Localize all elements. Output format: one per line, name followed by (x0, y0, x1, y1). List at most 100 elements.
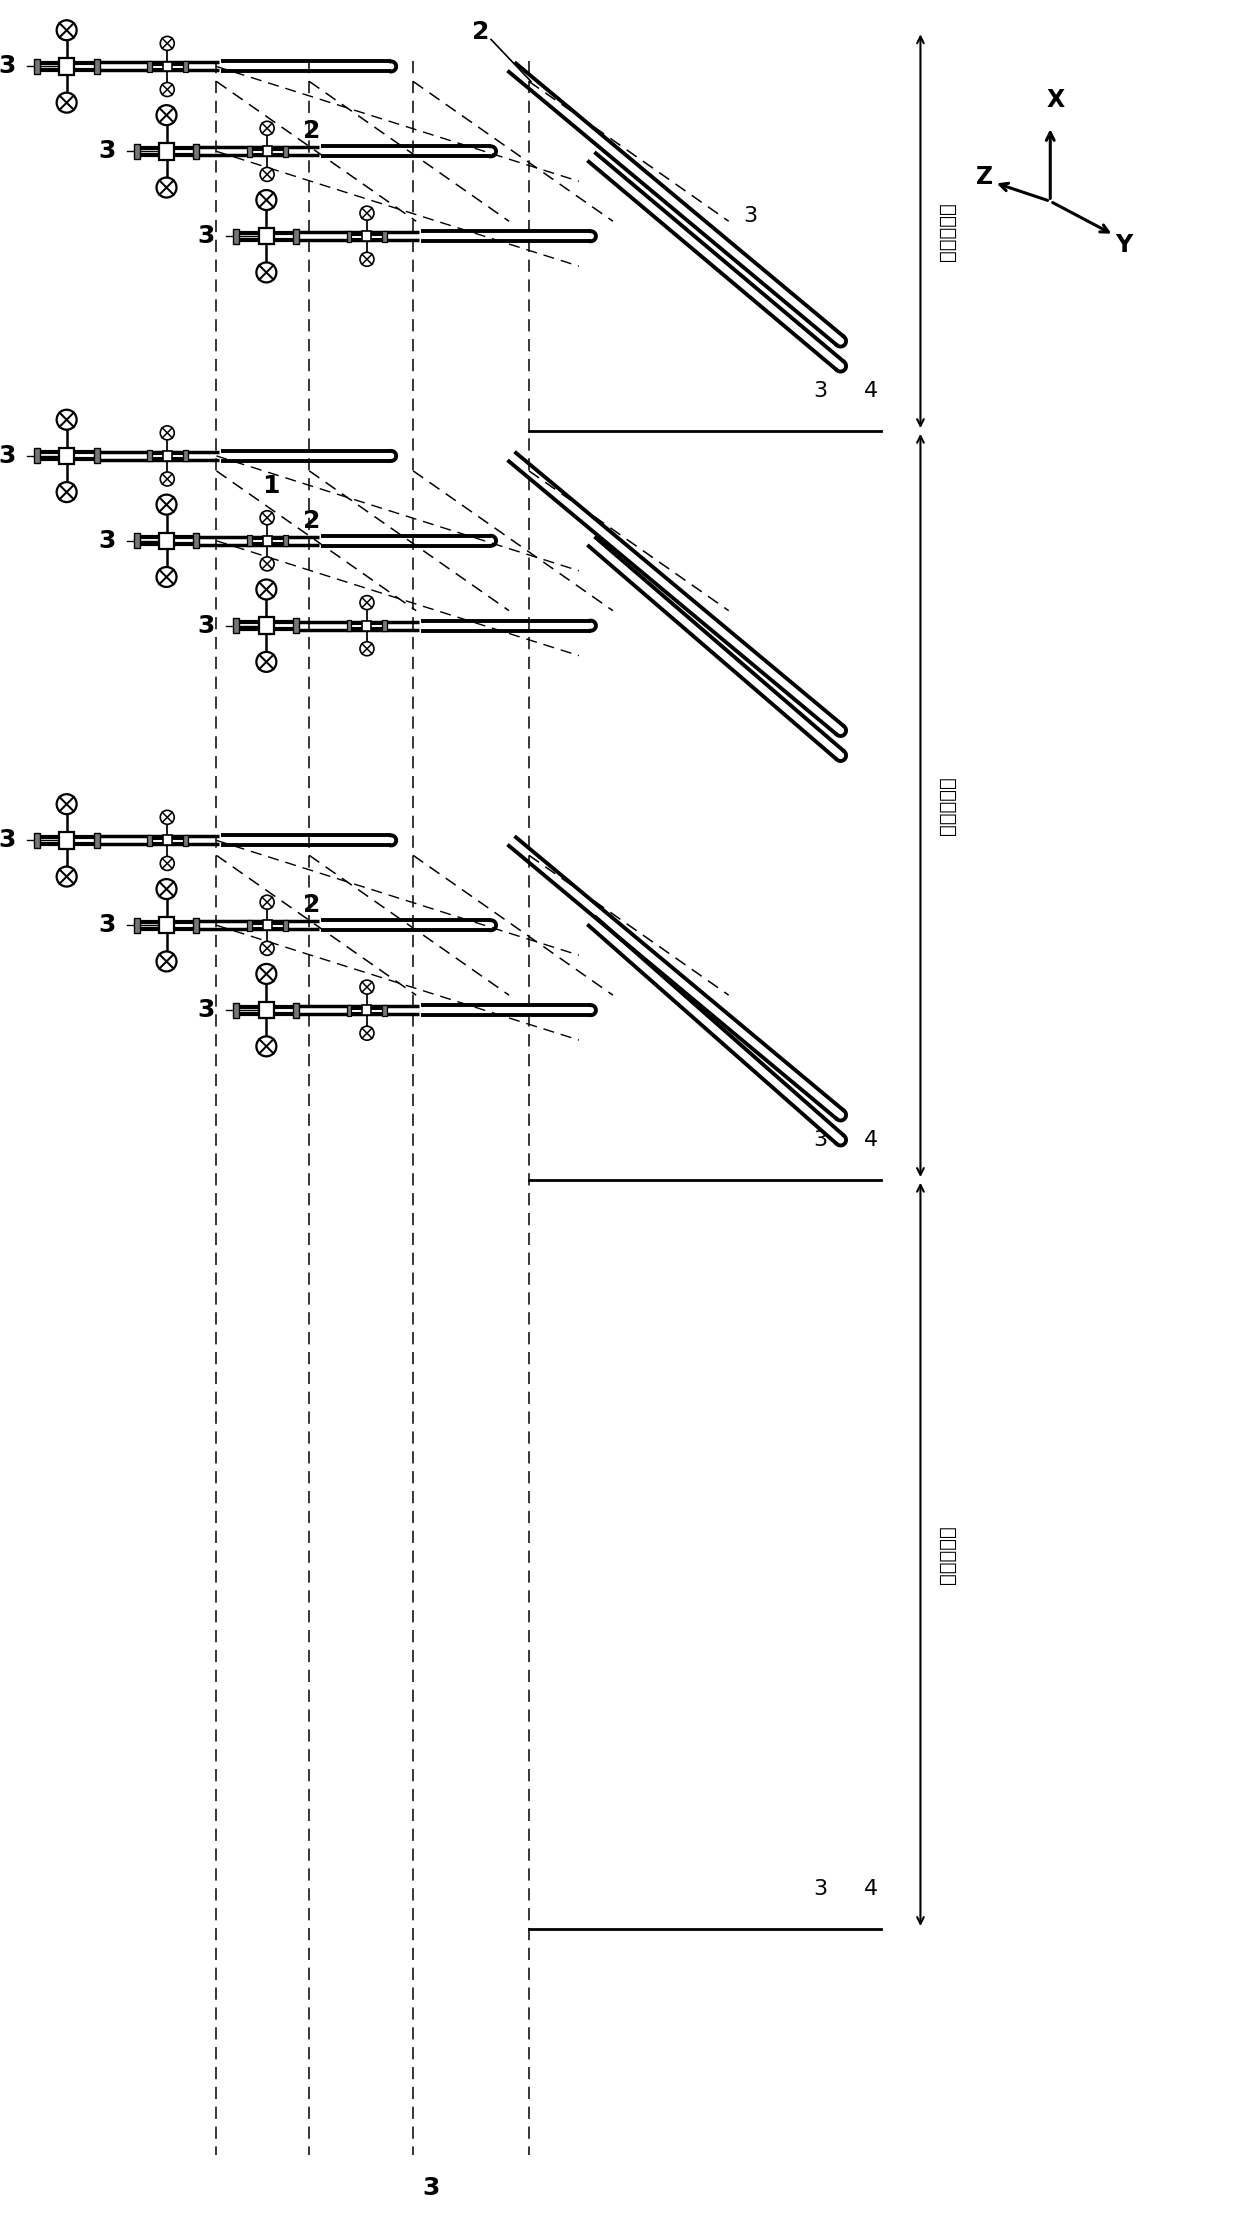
Bar (382, 620, 387, 632)
Bar (60, 448, 74, 463)
Bar (146, 835, 151, 847)
Bar (162, 452, 172, 461)
Circle shape (260, 168, 274, 182)
Bar (247, 146, 252, 157)
Bar (283, 146, 288, 157)
Circle shape (160, 82, 175, 98)
Text: 2: 2 (303, 120, 320, 144)
Bar (247, 536, 252, 547)
Text: 3: 3 (744, 206, 758, 226)
Circle shape (257, 581, 277, 601)
Bar (193, 534, 200, 547)
Circle shape (257, 261, 277, 281)
Bar (159, 917, 174, 933)
Circle shape (156, 494, 176, 514)
Bar (93, 448, 99, 463)
Circle shape (156, 880, 176, 900)
Bar (134, 144, 140, 160)
Bar (60, 58, 74, 75)
Bar (33, 833, 40, 849)
Circle shape (156, 177, 176, 197)
Circle shape (57, 20, 77, 40)
Circle shape (360, 253, 374, 266)
Bar (346, 1004, 351, 1015)
Text: 3: 3 (0, 443, 15, 468)
Bar (93, 833, 99, 849)
Bar (146, 62, 151, 71)
Text: 4: 4 (863, 1879, 878, 1899)
Bar (362, 230, 372, 242)
Circle shape (160, 855, 175, 871)
Bar (162, 62, 172, 71)
Text: 第一批井组: 第一批井组 (939, 776, 957, 835)
Circle shape (360, 979, 374, 995)
Circle shape (257, 964, 277, 984)
Bar (193, 144, 200, 160)
Circle shape (260, 895, 274, 909)
Text: Y: Y (1115, 233, 1132, 257)
Bar (146, 450, 151, 461)
Bar (182, 62, 187, 71)
Text: 3: 3 (423, 2176, 440, 2200)
Bar (362, 1006, 372, 1015)
Bar (159, 532, 174, 550)
Text: 3: 3 (813, 1130, 827, 1150)
Text: 3: 3 (813, 1879, 827, 1899)
Text: 3: 3 (197, 224, 215, 248)
Text: 2: 2 (303, 510, 320, 532)
Bar (263, 146, 272, 157)
Circle shape (160, 425, 175, 439)
Bar (259, 228, 274, 244)
Bar (263, 920, 272, 931)
Bar (346, 620, 351, 632)
Circle shape (57, 866, 77, 886)
Circle shape (257, 1037, 277, 1057)
Text: 第二批井组: 第二批井组 (939, 202, 957, 261)
Circle shape (360, 206, 374, 219)
Bar (182, 450, 187, 461)
Text: 2: 2 (472, 20, 490, 44)
Circle shape (360, 596, 374, 609)
Bar (283, 920, 288, 931)
Circle shape (360, 643, 374, 656)
Circle shape (260, 510, 274, 525)
Bar (247, 920, 252, 931)
Text: 3: 3 (0, 55, 15, 78)
Text: Z: Z (976, 166, 993, 188)
Circle shape (257, 191, 277, 211)
Bar (294, 228, 299, 244)
Text: 4: 4 (863, 1130, 878, 1150)
Text: 3: 3 (0, 829, 15, 853)
Bar (259, 1002, 274, 1019)
Circle shape (156, 104, 176, 124)
Text: 3: 3 (197, 997, 215, 1022)
Bar (382, 230, 387, 242)
Circle shape (260, 556, 274, 572)
Text: 3: 3 (98, 913, 115, 937)
Bar (294, 1002, 299, 1017)
Bar (159, 144, 174, 160)
Circle shape (260, 122, 274, 135)
Text: 4: 4 (863, 381, 878, 401)
Bar (33, 448, 40, 463)
Bar (362, 620, 372, 632)
Text: 第三批井组: 第三批井组 (939, 1525, 957, 1584)
Circle shape (57, 793, 77, 813)
Text: 2: 2 (303, 893, 320, 917)
Bar (134, 534, 140, 547)
Circle shape (160, 811, 175, 824)
Bar (60, 833, 74, 849)
Text: 3: 3 (98, 140, 115, 164)
Bar (382, 1004, 387, 1015)
Bar (233, 228, 239, 244)
Bar (193, 917, 200, 933)
Bar (33, 60, 40, 73)
Bar (134, 917, 140, 933)
Circle shape (156, 951, 176, 971)
Bar (93, 60, 99, 73)
Circle shape (160, 472, 175, 485)
Circle shape (156, 567, 176, 587)
Text: X: X (1047, 89, 1064, 113)
Bar (162, 835, 172, 844)
Text: 3: 3 (813, 381, 827, 401)
